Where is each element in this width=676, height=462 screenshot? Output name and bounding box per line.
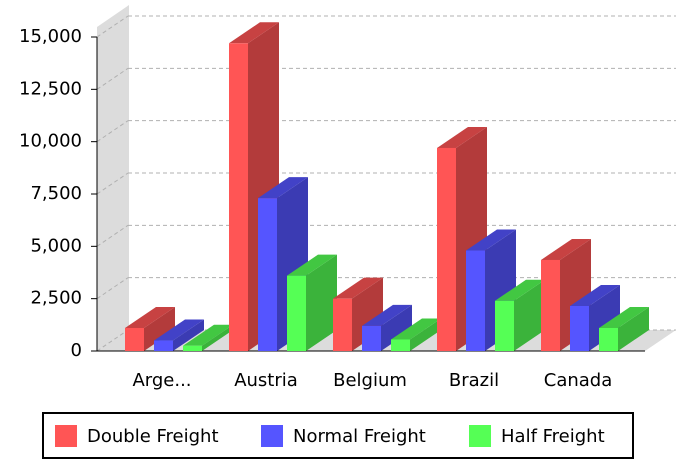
y-tick-label: 0 [71, 340, 82, 361]
bar-top [154, 319, 204, 341]
x-tick-label: Belgium [333, 370, 407, 391]
bar-top [183, 324, 233, 346]
bar-side [618, 306, 649, 351]
grid-line-side [96, 329, 129, 352]
bar-top [333, 277, 383, 299]
bar-top [541, 238, 591, 260]
bar-side [173, 319, 204, 351]
y-tick-label: 5,000 [30, 235, 82, 256]
legend-swatch [261, 425, 283, 447]
bar-side [306, 254, 337, 351]
y-tick-label: 12,500 [19, 78, 82, 99]
bar-top [362, 304, 412, 326]
bar [125, 327, 144, 351]
bar-top [287, 254, 337, 276]
bar [541, 259, 560, 351]
bar-top [495, 279, 545, 301]
bar-side [381, 304, 412, 351]
bar [287, 275, 306, 351]
y-tick-label: 7,500 [30, 183, 82, 204]
y-tick-label: 15,000 [19, 26, 82, 47]
bar [599, 327, 618, 351]
bar-top [437, 126, 487, 148]
legend-label: Normal Freight [293, 426, 426, 447]
bar-side [410, 318, 441, 351]
bar-side [144, 306, 175, 351]
bar [362, 325, 381, 351]
x-tick-label: Canada [544, 370, 613, 391]
legend-swatch [469, 425, 491, 447]
bar-top [229, 22, 279, 44]
bar-top [466, 229, 516, 251]
bar [437, 147, 456, 351]
x-tick-label: Arge... [132, 370, 191, 391]
legend-swatch [55, 425, 77, 447]
bar [183, 345, 202, 351]
bar-top [570, 284, 620, 306]
grid-line-side [96, 120, 129, 143]
bar [466, 250, 485, 351]
grid-line-side [96, 224, 129, 247]
bar-top [599, 306, 649, 328]
left-wall [97, 5, 129, 351]
legend-box [42, 412, 634, 459]
bar [391, 339, 410, 351]
y-tick-label: 10,000 [19, 131, 82, 152]
bar-top [391, 318, 441, 340]
bar-top [125, 306, 175, 328]
grid-line-side [96, 172, 129, 195]
bar [495, 300, 514, 351]
grid-line-side [96, 15, 129, 38]
bar [570, 305, 589, 351]
bar [154, 340, 173, 351]
grid-line-side [96, 277, 129, 300]
x-tick-label: Austria [234, 370, 298, 391]
bar-top [258, 177, 308, 199]
grid-line-side [96, 67, 129, 90]
bar [258, 198, 277, 351]
legend-label: Double Freight [87, 426, 219, 447]
bar [229, 43, 248, 351]
y-tick-label: 2,500 [30, 288, 82, 309]
bar-side [514, 279, 545, 351]
x-tick-label: Brazil [449, 370, 499, 391]
legend-label: Half Freight [501, 426, 605, 447]
bar [333, 298, 352, 351]
bar-side [202, 324, 233, 351]
